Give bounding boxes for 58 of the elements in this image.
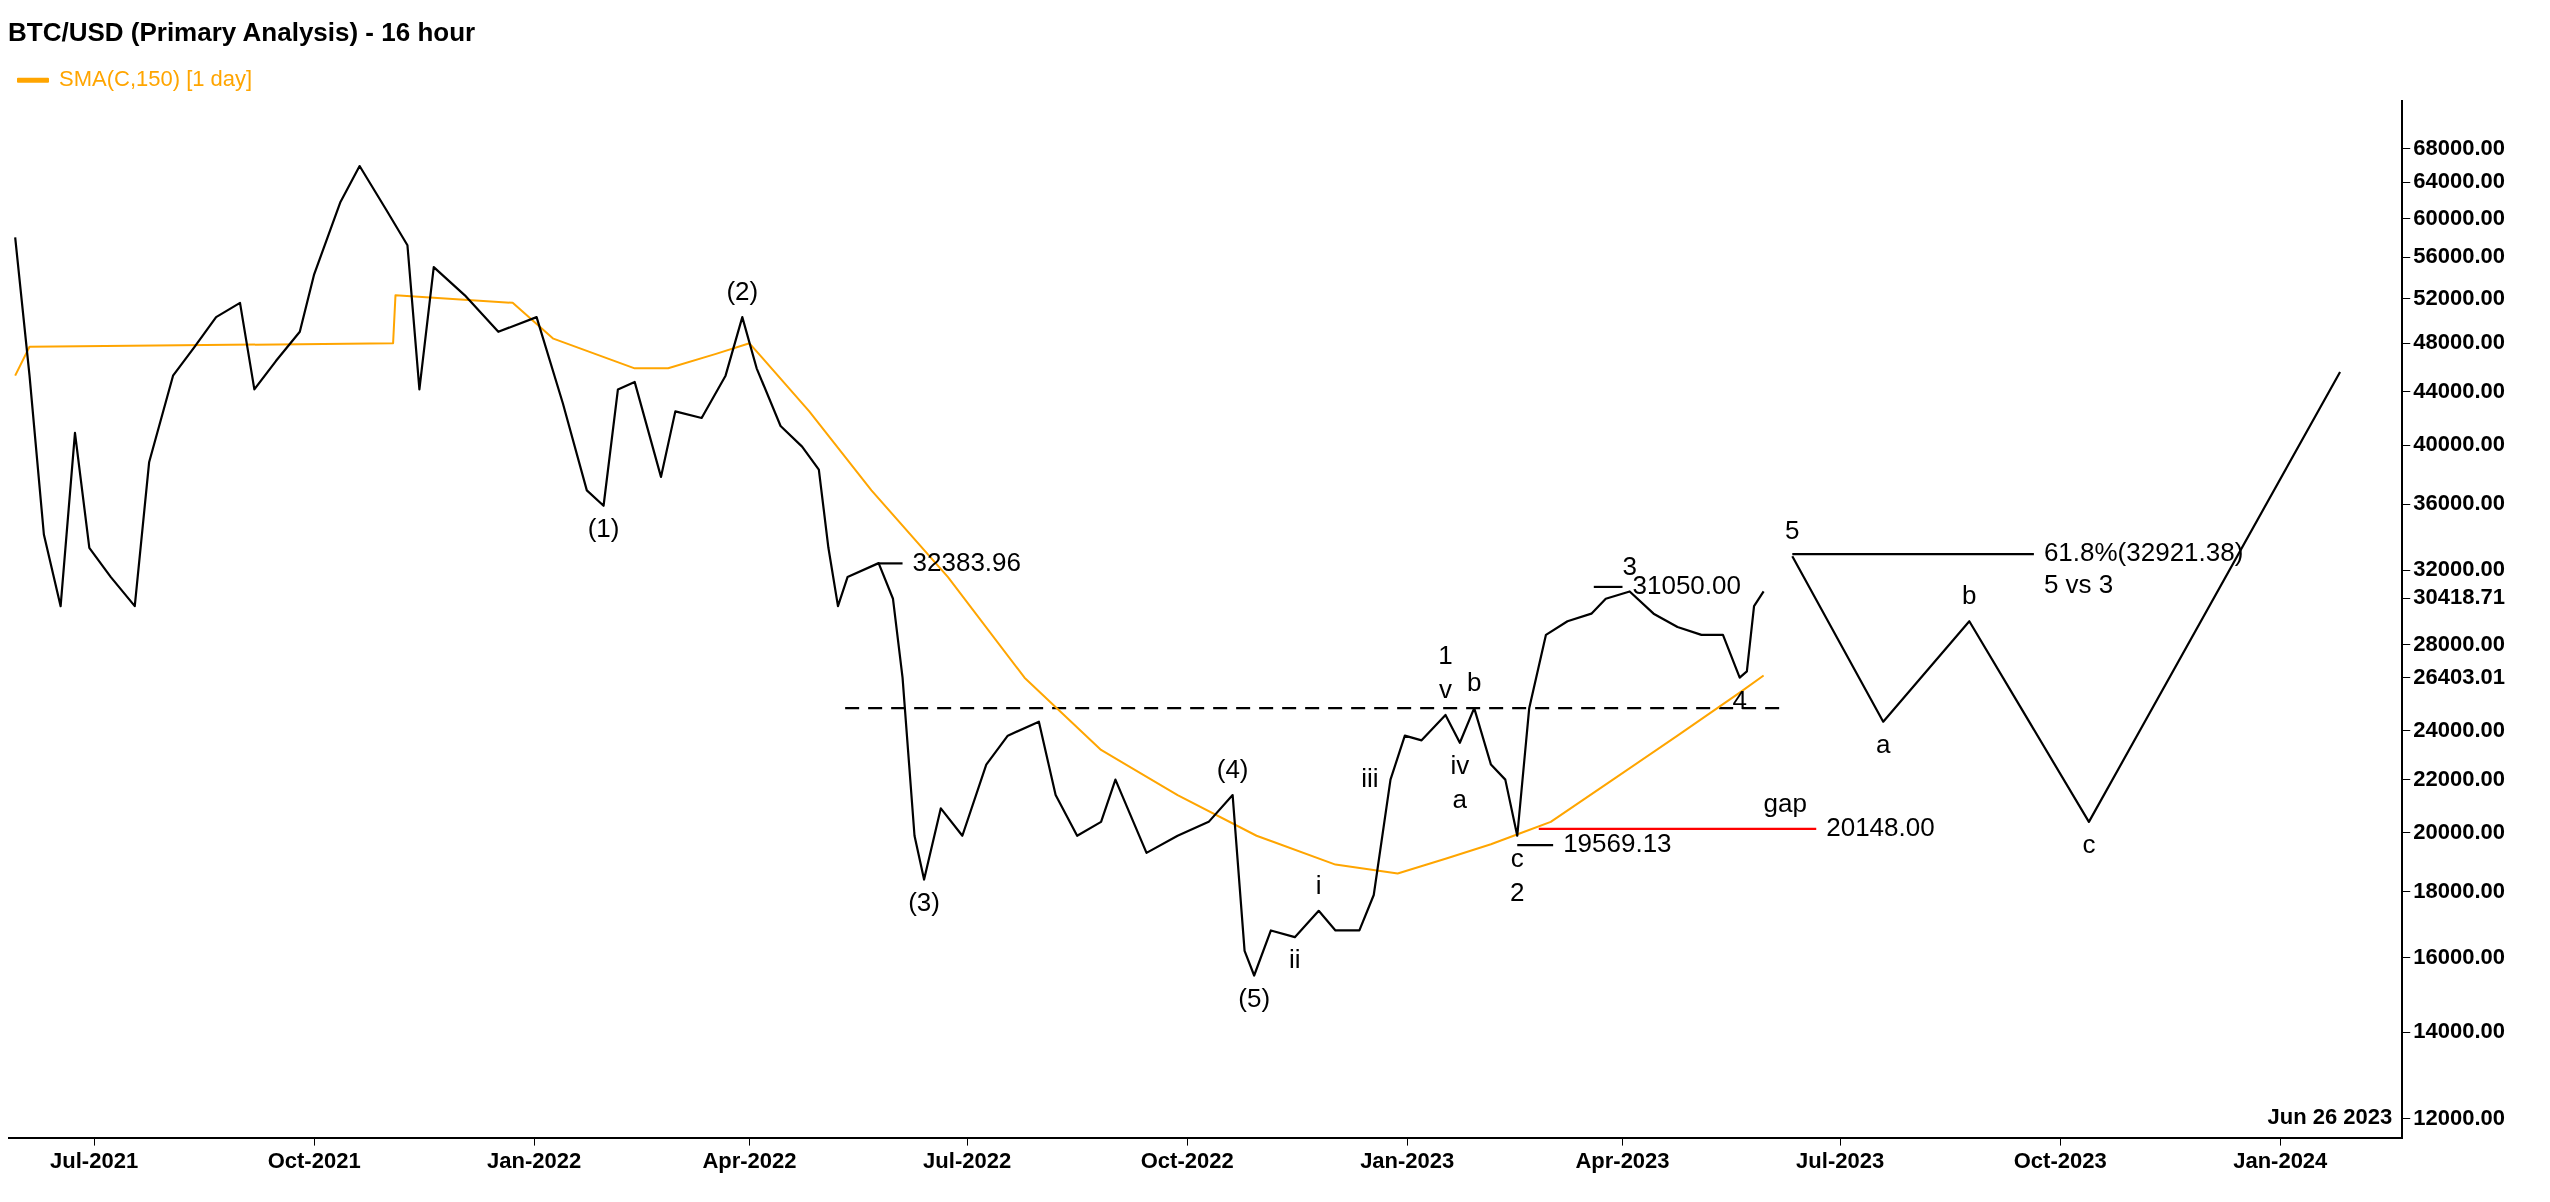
y-tick-label: 16000.00 [2413,943,2506,969]
annotation: ii [1289,944,1301,975]
annotation: b [1466,667,1482,698]
y-tick-label: 22000.00 [2413,765,2506,791]
annotation: i [1315,870,1322,900]
legend-label: SMA(C,150) [1 day] [59,66,253,92]
y-tick-label: 18000.00 [2413,877,2506,903]
y-tick-label: 60000.00 [2413,204,2506,230]
annotation: 1 [1438,640,1453,671]
x-tick-label: Apr-2022 [702,1147,797,1173]
y-tick-label: 12000.00 [2413,1104,2506,1130]
y-tick-label: 24000.00 [2413,717,2506,743]
annotation: c [2082,829,2096,860]
annotation: 4 [1732,684,1747,715]
annotation: c [1510,842,1524,873]
x-tick-label: Oct-2023 [2013,1147,2107,1173]
annotation: a [1875,728,1891,759]
y-tick-label: 48000.00 [2413,329,2506,355]
chart-title: BTC/USD (Primary Analysis) - 16 hour [8,16,476,47]
annotation: 5 [1785,515,1800,546]
x-tick-label: Jan-2023 [1360,1147,1455,1173]
annotation: 19569.13 [1563,828,1672,859]
y-tick-label: 30418.71 [2413,584,2506,610]
y-tick-label: 56000.00 [2413,243,2506,269]
y-tick-label: 52000.00 [2413,284,2506,310]
x-tick-label: Jul-2023 [1796,1147,1885,1173]
y-tick-label: 32000.00 [2413,556,2506,582]
y-tick-label: 20000.00 [2413,819,2506,844]
y-tick-label: 64000.00 [2413,168,2506,194]
annotation: v [1439,674,1452,705]
y-tick-label: 28000.00 [2413,630,2506,656]
x-tick-label: Jul-2021 [50,1147,139,1173]
annotation: (4) [1216,754,1249,785]
annotation: 2 [1510,876,1525,907]
y-tick-label: 40000.00 [2413,431,2506,457]
annotation: iii [1361,762,1379,793]
annotation: (1) [587,512,620,543]
y-tick-label: 14000.00 [2413,1018,2506,1044]
y-tick-label: 26403.01 [2413,663,2506,689]
annotation: (2) [726,276,759,307]
x-tick-label: Oct-2021 [267,1147,361,1173]
annotation: 5 vs 3 [2043,569,2114,600]
annotation: iv [1450,749,1470,780]
annotation: 20148.00 [1826,811,1935,842]
annotation: b [1962,580,1977,611]
y-tick-label: 36000.00 [2413,490,2506,516]
x-tick-label: Apr-2023 [1575,1147,1670,1173]
x-tick-label: Jul-2022 [923,1147,1012,1173]
y-tick-label: 68000.00 [2413,134,2506,160]
x-tick-label: Jan-2022 [487,1147,582,1173]
annotation: a [1452,783,1468,814]
annotation: (3) [908,886,940,917]
annotation: (5) [1238,982,1271,1013]
y-tick-label: 44000.00 [2413,378,2506,404]
x-tick-label: Oct-2022 [1140,1147,1234,1173]
annotation: gap [1763,787,1807,818]
annotation: Jun 26 2023 [2267,1103,2393,1129]
x-tick-label: Jan-2024 [2233,1147,2329,1173]
